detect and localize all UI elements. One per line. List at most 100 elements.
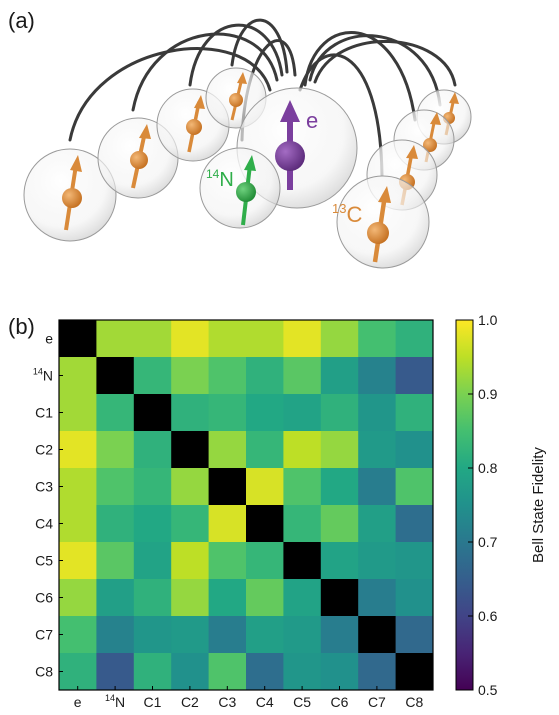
heatmap-cell [358,653,397,691]
heatmap-cell [395,542,434,580]
heatmap-cell [59,579,97,617]
heatmap-cell [133,431,172,469]
carbon-label: 13C [332,201,362,227]
heatmap-cell [208,394,247,432]
link-arc [313,40,457,87]
panel-a-label: (a) [8,8,35,33]
heatmap-cell [358,357,397,395]
colorbar-tick-label: 1.0 [478,312,498,328]
heatmap-cell [395,653,434,691]
heatmap-cell [208,320,247,358]
heatmap-cell [96,468,135,506]
heatmap-cell [320,394,359,432]
heatmap-cell [208,431,247,469]
heatmap-cell [96,653,135,691]
heatmap-cell [320,357,359,395]
nitrogen-spin: 14N [199,147,281,229]
link-arc [188,23,284,87]
colorbar-tick-label: 0.9 [478,386,498,402]
colorbar-tick-label: 0.8 [478,460,498,476]
heatmap-cell [246,542,284,580]
heatmap-cell [171,394,210,432]
heatmap-cell [96,579,135,617]
heatmap-cell [246,357,284,395]
heatmap-cell [133,357,172,395]
heatmap-cell [358,468,397,506]
tick-label: e [45,331,53,347]
heatmap-frame [58,319,434,691]
tick-label: C5 [293,694,311,710]
heatmap-cell [246,653,284,691]
heatmap-cell [320,579,359,617]
heatmap-cell [283,505,322,543]
heatmap-cell [320,653,359,691]
tick-label: e [74,694,82,710]
link-arc [230,18,289,74]
tick-label: C3 [35,479,53,495]
heatmap-cell [320,320,359,358]
heatmap-cell [133,616,172,654]
heatmap-cell [358,505,397,543]
tick-label: C3 [218,694,236,710]
heatmap-cell [320,616,359,654]
tick-label: 14N [105,693,125,710]
heatmap-cell [358,394,397,432]
link-arc [303,31,417,122]
heatmap-cell [96,542,135,580]
link-arc [308,34,442,107]
heatmap-cell [133,320,172,358]
heatmap-cell [133,505,172,543]
carbon-spin: 13C [332,175,430,269]
tick-label: 14N [33,367,53,384]
heatmap-cell [59,616,97,654]
heatmap-cell [96,616,135,654]
tick-label: C6 [35,590,53,606]
heatmap-cell [171,431,210,469]
heatmap-cell [358,579,397,617]
heatmap-cell [96,431,135,469]
colorbar [456,320,473,690]
tick-label: C1 [144,694,162,710]
heatmap-cell [96,394,135,432]
heatmap-cell [283,468,322,506]
panel-b-label: (b) [8,314,35,339]
heatmap [59,320,434,691]
heatmap-cell [208,542,247,580]
heatmap-cell [395,579,434,617]
heatmap-cell [59,505,97,543]
heatmap-cell [208,653,247,691]
heatmap-cell [171,653,210,691]
heatmap-cell [133,542,172,580]
link-arc [298,53,384,177]
colorbar-label: Bell State Fidelity [530,447,547,563]
heatmap-cell [171,468,210,506]
colorbar-frame [455,319,474,691]
heatmap-cell [283,394,322,432]
heatmap-cell [395,616,434,654]
tick-label: C7 [35,627,53,643]
heatmap-cell [283,357,322,395]
heatmap-cell [133,394,172,432]
heatmap-cell [395,394,434,432]
heatmap-cell [59,357,97,395]
heatmap-cell [283,579,322,617]
heatmap-cell [59,653,97,691]
heatmap-cell [246,468,284,506]
tick-label: C4 [256,694,274,710]
colorbar-tick-label: 0.6 [478,608,498,624]
colorbar-tick-label: 0.5 [478,682,498,698]
tick-label: C5 [35,553,53,569]
heatmap-cell [59,542,97,580]
tick-label: C4 [35,516,53,532]
column-tick-labels: e 14N C1 C2 C3 C4 C5 C6 C7 C8 [74,686,423,710]
heatmap-cell [96,320,135,358]
colorbar-tick-label: 0.7 [478,534,498,550]
heatmap-cell [358,616,397,654]
heatmap-cell [171,579,210,617]
heatmap-cell [283,616,322,654]
heatmap-cell [133,468,172,506]
heatmap-cell [320,505,359,543]
heatmap-cell [395,431,434,469]
heatmap-cell [208,616,247,654]
